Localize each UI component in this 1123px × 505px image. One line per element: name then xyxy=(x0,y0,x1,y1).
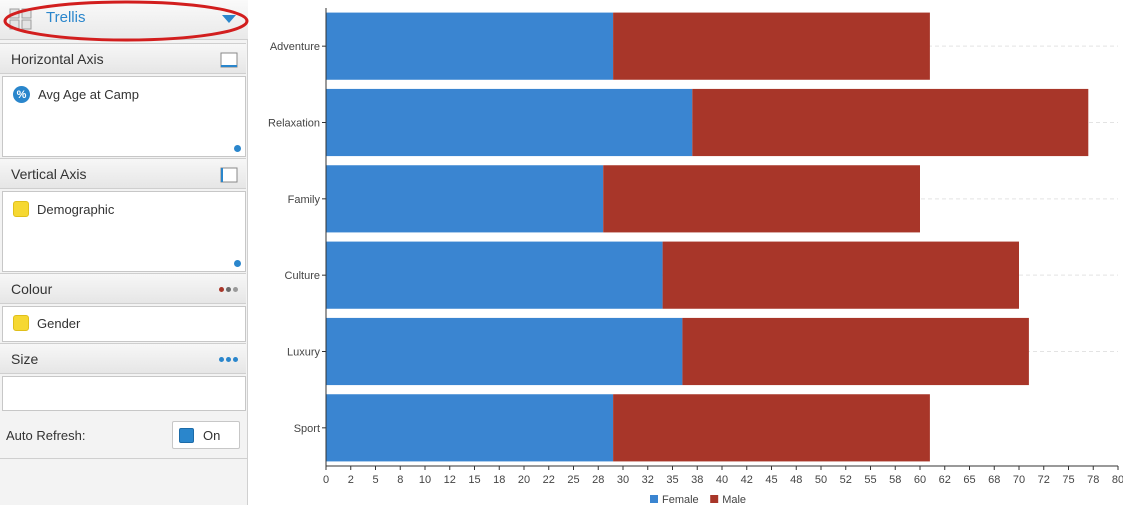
x-tick-label: 45 xyxy=(765,474,777,486)
x-tick-label: 60 xyxy=(914,474,926,486)
bar-male xyxy=(603,165,920,233)
y-tick-label: Family xyxy=(288,194,321,206)
x-tick-label: 25 xyxy=(567,474,579,486)
size-dots-icon xyxy=(219,357,238,362)
x-tick-label: 80 xyxy=(1112,474,1123,486)
x-tick-label: 8 xyxy=(397,474,403,486)
x-tick-label: 78 xyxy=(1087,474,1099,486)
legend-swatch-male xyxy=(710,495,719,503)
trellis-dropdown[interactable]: Trellis xyxy=(0,0,248,40)
chevron-down-icon[interactable] xyxy=(222,15,236,23)
x-tick-label: 68 xyxy=(988,474,1000,486)
dropzone-dot-icon xyxy=(234,145,241,152)
percent-measure-icon: % xyxy=(13,86,30,103)
x-tick-label: 12 xyxy=(444,474,456,486)
x-tick-label: 30 xyxy=(617,474,629,486)
x-tick-label: 0 xyxy=(323,474,329,486)
colour-dropzone[interactable]: Gender xyxy=(2,306,246,342)
bar-male xyxy=(662,241,1019,309)
legend-swatch-female xyxy=(650,495,658,503)
divider xyxy=(0,458,248,459)
legend-label-female: Female xyxy=(662,494,699,505)
x-tick-label: 52 xyxy=(840,474,852,486)
x-tick-label: 2 xyxy=(348,474,354,486)
x-tick-label: 10 xyxy=(419,474,431,486)
y-tick-label: Culture xyxy=(285,270,320,282)
auto-refresh-label: Auto Refresh: xyxy=(6,428,86,443)
x-tick-label: 75 xyxy=(1062,474,1074,486)
x-tick-label: 15 xyxy=(468,474,480,486)
x-tick-label: 28 xyxy=(592,474,604,486)
x-tick-label: 20 xyxy=(518,474,530,486)
horizontal-axis-dropzone[interactable]: % Avg Age at Camp xyxy=(2,76,246,157)
dimension-icon xyxy=(13,201,29,217)
x-tick-label: 48 xyxy=(790,474,802,486)
x-tick-label: 38 xyxy=(691,474,703,486)
dimension-icon xyxy=(13,315,29,331)
size-title: Size xyxy=(11,351,39,367)
x-tick-label: 65 xyxy=(963,474,975,486)
dropzone-dot-icon xyxy=(234,260,241,267)
x-tick-label: 50 xyxy=(815,474,827,486)
horizontal-axis-title: Horizontal Axis xyxy=(11,51,104,67)
x-tick-label: 18 xyxy=(493,474,505,486)
colour-field: Gender xyxy=(37,315,81,331)
x-tick-label: 55 xyxy=(864,474,876,486)
y-tick-label: Adventure xyxy=(270,41,320,53)
trellis-grid-icon xyxy=(9,8,32,30)
horizontal-axis-header: Horizontal Axis xyxy=(0,43,246,74)
bar-female xyxy=(326,394,614,462)
bar-female xyxy=(326,88,693,157)
auto-refresh-toggle[interactable]: On xyxy=(172,421,240,449)
bar-female xyxy=(326,12,614,80)
x-tick-label: 22 xyxy=(543,474,555,486)
x-tick-label: 42 xyxy=(741,474,753,486)
field-pill-gender[interactable]: Gender xyxy=(13,315,80,331)
x-tick-label: 70 xyxy=(1013,474,1025,486)
bar-male xyxy=(613,394,930,462)
vertical-axis-header: Vertical Axis xyxy=(0,158,246,189)
horizontal-axis-icon xyxy=(220,52,238,68)
size-dropzone[interactable] xyxy=(2,376,246,411)
vertical-axis-dropzone[interactable]: Demographic xyxy=(2,191,246,272)
colour-header: Colour xyxy=(0,273,246,304)
vertical-axis-field: Demographic xyxy=(37,201,115,217)
size-header: Size xyxy=(0,343,246,374)
colour-title: Colour xyxy=(11,281,53,297)
y-tick-label: Relaxation xyxy=(268,118,320,130)
toggle-checkbox[interactable] xyxy=(179,428,194,443)
bar-female xyxy=(326,317,683,386)
trellis-label: Trellis xyxy=(46,9,86,26)
toggle-text: On xyxy=(203,428,221,443)
x-tick-label: 72 xyxy=(1038,474,1050,486)
vertical-axis-title: Vertical Axis xyxy=(11,166,87,182)
bar-female xyxy=(326,241,663,309)
x-tick-label: 40 xyxy=(716,474,728,486)
x-tick-label: 5 xyxy=(372,474,378,486)
y-tick-label: Luxury xyxy=(287,347,321,359)
field-pill-avg-age[interactable]: % Avg Age at Camp xyxy=(13,86,139,103)
field-panel: Trellis Horizontal Axis % Avg Age at Cam… xyxy=(0,0,249,505)
bar-male xyxy=(613,12,930,80)
x-tick-label: 62 xyxy=(939,474,951,486)
chart-svg: Adventure Relaxation Family Culture Luxury Sp… xyxy=(268,8,1123,505)
legend-label-male: Male xyxy=(722,494,746,505)
x-tick-label: 35 xyxy=(666,474,678,486)
bar-female xyxy=(326,165,604,233)
x-tick-label: 58 xyxy=(889,474,901,486)
field-pill-demographic[interactable]: Demographic xyxy=(13,201,114,217)
bar-male xyxy=(692,88,1089,157)
y-tick-label: Sport xyxy=(294,423,320,435)
x-tick-label: 32 xyxy=(642,474,654,486)
bar-male xyxy=(682,317,1029,386)
vertical-axis-icon xyxy=(220,167,238,183)
colour-dots-icon xyxy=(219,287,238,292)
horizontal-axis-field: Avg Age at Camp xyxy=(38,87,139,102)
stacked-bar-chart: Adventure Relaxation Family Culture Luxury Sp… xyxy=(249,0,1123,505)
